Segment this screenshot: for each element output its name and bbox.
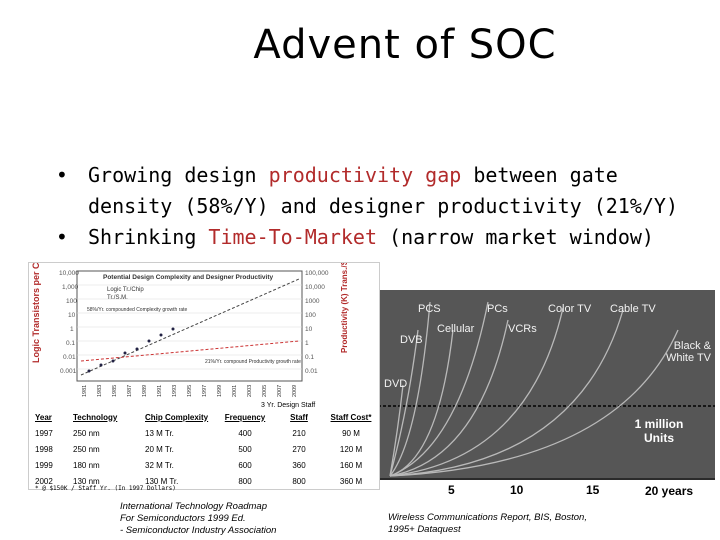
productivity-trend-line: [80, 340, 300, 362]
table-row: 2002 130 nm 130 M Tr. 800 800 360 M: [35, 476, 363, 486]
svg-text:1000: 1000: [305, 298, 320, 305]
staff-label: 3 Yr. Design Staff: [261, 402, 315, 409]
design-complexity-figure: 10,000 1,000 100 10 1 0.1 0.01 0.001 100,000 1…: [28, 262, 380, 492]
x-tick-20-years: 20 years: [645, 484, 694, 498]
svg-text:10: 10: [68, 312, 76, 319]
table-row: 1997 250 nm 13 M Tr. 400 210 90 M: [35, 428, 360, 438]
bullet-text: Shrinking Time-To-Market (narrow market …: [88, 225, 654, 249]
x-tick-10: 10: [510, 483, 524, 497]
label-cable-tv: Cable TV: [610, 303, 656, 315]
table-row: 1999 180 nm 32 M Tr. 600 360 160 M: [35, 460, 363, 470]
svg-text:1983: 1983: [97, 385, 103, 397]
label-pcs: PCS: [418, 303, 441, 315]
bullet-item: • Shrinking Time-To-Market (narrow marke…: [56, 222, 696, 253]
svg-text:0.1: 0.1: [305, 354, 314, 361]
svg-text:1995: 1995: [187, 385, 193, 397]
svg-text:1985: 1985: [112, 385, 118, 397]
svg-text:10,000: 10,000: [59, 270, 79, 277]
curve-dvb: [389, 329, 419, 477]
annotation-productivity: 21%/Yr. compound Productivity growth rat…: [205, 359, 301, 365]
left-figure-caption: International Technology Roadmap For Sem…: [120, 501, 277, 536]
svg-text:100,000: 100,000: [305, 270, 329, 277]
plot-area: [76, 270, 303, 382]
x-axis-ticks: 1981 1983 1985 1987 1989 1991 1993 1995 …: [82, 385, 298, 397]
left-axis-label: Logic Transistors per Chip (M): [31, 263, 41, 363]
svg-text:1999: 1999: [217, 385, 223, 397]
gridlines: [77, 284, 302, 370]
svg-text:1997: 1997: [202, 385, 208, 397]
annotation-complexity: 58%/Yr. compounded Complexity growth rat…: [87, 307, 188, 313]
adoption-chart-bg: [378, 290, 715, 480]
label-cellular: Cellular: [437, 323, 475, 335]
svg-text:1,000: 1,000: [62, 284, 79, 291]
svg-text:10: 10: [305, 326, 313, 333]
label-pcs2: PCs: [487, 303, 508, 315]
table-footnote: * @ $150K / Staff Yr. (In 1997 Dollars): [35, 485, 176, 492]
svg-text:10,000: 10,000: [305, 284, 325, 291]
bullet-icon: •: [56, 163, 68, 187]
bullet-text: Growing design productivity gap between …: [88, 163, 679, 218]
highlight-text: Time-To-Market: [208, 225, 377, 249]
label-million-units: 1 million Units: [634, 417, 684, 445]
svg-text:0.1: 0.1: [66, 340, 75, 347]
x-tick-15: 15: [586, 483, 600, 497]
bullet-item: • Growing design productivity gap betwee…: [56, 160, 696, 222]
svg-text:1991: 1991: [157, 385, 163, 397]
highlight-text: productivity gap: [268, 163, 462, 187]
right-axis-ticks: 100,000 10,000 1000 100 10 1 0.1 0.01: [305, 270, 329, 375]
design-staff-table: Year Technology Chip Complexity Frequenc…: [29, 409, 379, 489]
curve-pcs2: [389, 301, 489, 477]
label-vcrs: VCRs: [508, 323, 537, 335]
complexity-points: [87, 327, 175, 373]
left-axis-ticks: 10,000 1,000 100 10 1 0.1 0.01 0.001: [59, 270, 79, 375]
bullet-list: • Growing design productivity gap betwee…: [56, 160, 696, 253]
table-header: Year Technology Chip Complexity Frequenc…: [35, 412, 372, 422]
label-bw-tv: Black & White TV: [665, 340, 711, 364]
x-tick-5: 5: [448, 483, 455, 497]
bullet-icon: •: [56, 225, 68, 249]
curve-pcs: [389, 301, 431, 477]
slide-title: Advent of SOC: [253, 22, 557, 68]
svg-text:2003: 2003: [247, 385, 253, 397]
chart-title: Potential Design Complexity and Designer…: [103, 274, 274, 281]
svg-text:1: 1: [305, 340, 309, 347]
svg-text:1987: 1987: [127, 385, 133, 397]
table-row: 1998 250 nm 20 M Tr. 500 270 120 M: [35, 444, 363, 454]
label-dvb: DVB: [400, 334, 423, 346]
svg-text:0.01: 0.01: [63, 354, 76, 361]
curve-vcrs: [389, 319, 509, 477]
curve-cable-tv: [389, 309, 624, 477]
legend-item: Logic Tr./Chip: [107, 287, 144, 293]
adoption-curves: [389, 301, 679, 477]
label-color-tv: Color TV: [548, 303, 592, 315]
svg-text:0.001: 0.001: [60, 368, 77, 375]
right-axis-label: Productivity (K) Trans./Staff - Mo.: [340, 263, 349, 353]
svg-text:2005: 2005: [262, 385, 268, 397]
curve-color-tv: [389, 307, 564, 477]
svg-text:100: 100: [305, 312, 316, 319]
curve-bw-tv: [389, 329, 679, 477]
svg-text:2001: 2001: [232, 385, 238, 397]
svg-text:1989: 1989: [142, 385, 148, 397]
svg-text:1981: 1981: [82, 385, 88, 397]
svg-text:2009: 2009: [292, 385, 298, 397]
curve-dvd: [389, 384, 404, 477]
svg-text:0.01: 0.01: [305, 368, 318, 375]
adoption-chart: [378, 290, 715, 480]
svg-text:2007: 2007: [277, 385, 283, 397]
legend-item: Tr./S.M.: [107, 295, 128, 301]
right-figure-caption: Wireless Communications Report, BIS, Bos…: [388, 512, 587, 535]
label-dvd: DVD: [384, 378, 408, 390]
svg-text:1993: 1993: [172, 385, 178, 397]
svg-text:1: 1: [70, 326, 74, 333]
curve-cellular: [389, 329, 454, 477]
svg-text:100: 100: [66, 298, 77, 305]
